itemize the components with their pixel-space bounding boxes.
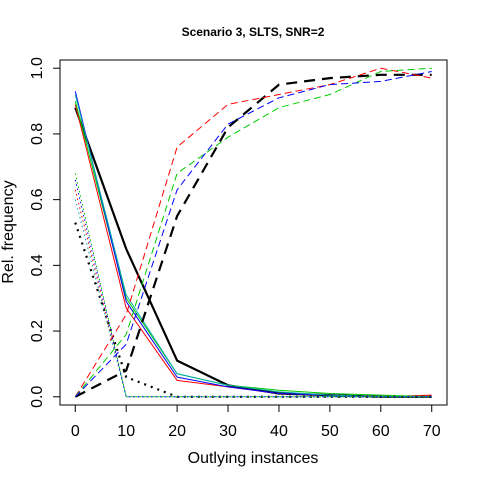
series-line-2 [74,104,432,398]
x-tick-label: 60 [372,423,390,440]
y-tick-label: 0.0 [29,386,46,408]
chart-title: Scenario 3, SLTS, SNR=2 [182,25,325,39]
x-tick-label: 40 [270,423,288,440]
y-tick-label: 0.2 [29,320,46,342]
y-axis: 0.0 0.2 0.4 0.6 0.8 1.0 [29,57,61,408]
y-tick-label: 0.8 [29,123,46,145]
series-line-1 [74,107,432,398]
x-axis: 0 10 20 30 40 50 60 70 [71,404,441,440]
series-line-4 [74,91,432,398]
series-line-11 [74,73,432,398]
y-tick-label: 0.4 [29,254,46,276]
x-axis-label: Outlying instances [188,450,319,467]
series-layer [74,67,432,398]
x-tick-label: 70 [423,423,441,440]
y-tick-label: 0.6 [29,188,46,210]
series-line-8 [74,173,432,398]
series-line-9 [74,179,432,398]
y-axis-label: Rel. frequency [0,180,17,283]
series-line-10 [74,199,432,398]
x-tick-label: 30 [219,423,237,440]
series-line-12 [74,67,432,398]
series-line-3 [74,100,432,398]
series-line-13 [74,67,432,398]
series-line-14 [74,71,432,398]
x-tick-label: 10 [117,423,135,440]
x-tick-label: 50 [321,423,339,440]
y-tick-label: 1.0 [29,57,46,79]
series-line-5 [74,94,432,398]
x-tick-label: 20 [168,423,186,440]
x-tick-label: 0 [71,423,80,440]
series-line-6 [74,222,432,398]
